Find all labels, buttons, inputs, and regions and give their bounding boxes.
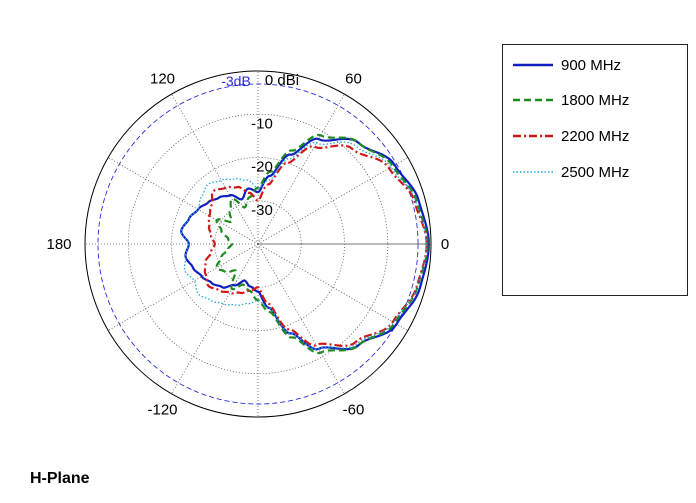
legend-item-1800: 1800 MHz <box>511 90 629 110</box>
angle-tick-label: -120 <box>147 401 177 418</box>
angle-tick-label: -60 <box>343 401 365 418</box>
legend-swatch-2500 <box>513 171 553 173</box>
legend-item-2500: 2500 MHz <box>511 162 629 182</box>
legend-swatch-1800 <box>513 98 553 102</box>
series-line-2500-mhz <box>180 141 428 351</box>
grid-spoke <box>171 93 259 245</box>
polar-grid <box>84 70 432 418</box>
grid-spoke <box>257 157 409 245</box>
radial-tick-label: -30 <box>251 202 273 219</box>
legend-label-900: 900 MHz <box>561 56 622 74</box>
legend-item-2200: 2200 MHz <box>511 126 629 146</box>
angle-tick-label: 120 <box>150 71 175 88</box>
angle-tick-label: 180 <box>46 236 71 253</box>
radial-tick-label: -10 <box>251 115 273 132</box>
legend-label-1800: 1800 MHz <box>561 91 630 109</box>
legend-label-2500: 2500 MHz <box>561 163 630 181</box>
radial-tick-label: 0 dBi <box>265 72 299 89</box>
legend-label-2200: 2200 MHz <box>561 127 630 145</box>
series-line-900-mhz <box>180 137 430 351</box>
legend-item-900: 900 MHz <box>511 55 621 75</box>
series-line-2200-mhz <box>203 144 428 348</box>
radial-tick-label: -20 <box>251 159 273 176</box>
grid-spoke <box>257 93 345 245</box>
tick-labels: 0 60 120 180 -120 -60 0 dBi -10 -20 -30 -3dB <box>46 71 449 419</box>
series-lines <box>180 133 430 355</box>
angle-tick-label: 0 <box>441 236 449 253</box>
grid-spoke <box>257 243 345 395</box>
grid-spoke <box>107 157 259 245</box>
grid-spoke <box>171 243 259 395</box>
grid-spoke <box>107 243 259 331</box>
legend-swatch-900 <box>513 63 553 67</box>
series-line-1800-mhz <box>215 133 429 355</box>
angle-tick-label: 60 <box>345 71 362 88</box>
legend: 900 MHz 1800 MHz 2200 MHz 2500 MHz <box>502 44 688 296</box>
reference-ring-label: -3dB <box>221 73 251 89</box>
legend-swatch-2200 <box>513 134 553 138</box>
plane-label: H-Plane <box>30 470 90 487</box>
polar-chart: 0 60 120 180 -120 -60 0 dBi -10 -20 -30 -3dB <box>46 70 449 419</box>
grid-spoke <box>257 243 409 331</box>
